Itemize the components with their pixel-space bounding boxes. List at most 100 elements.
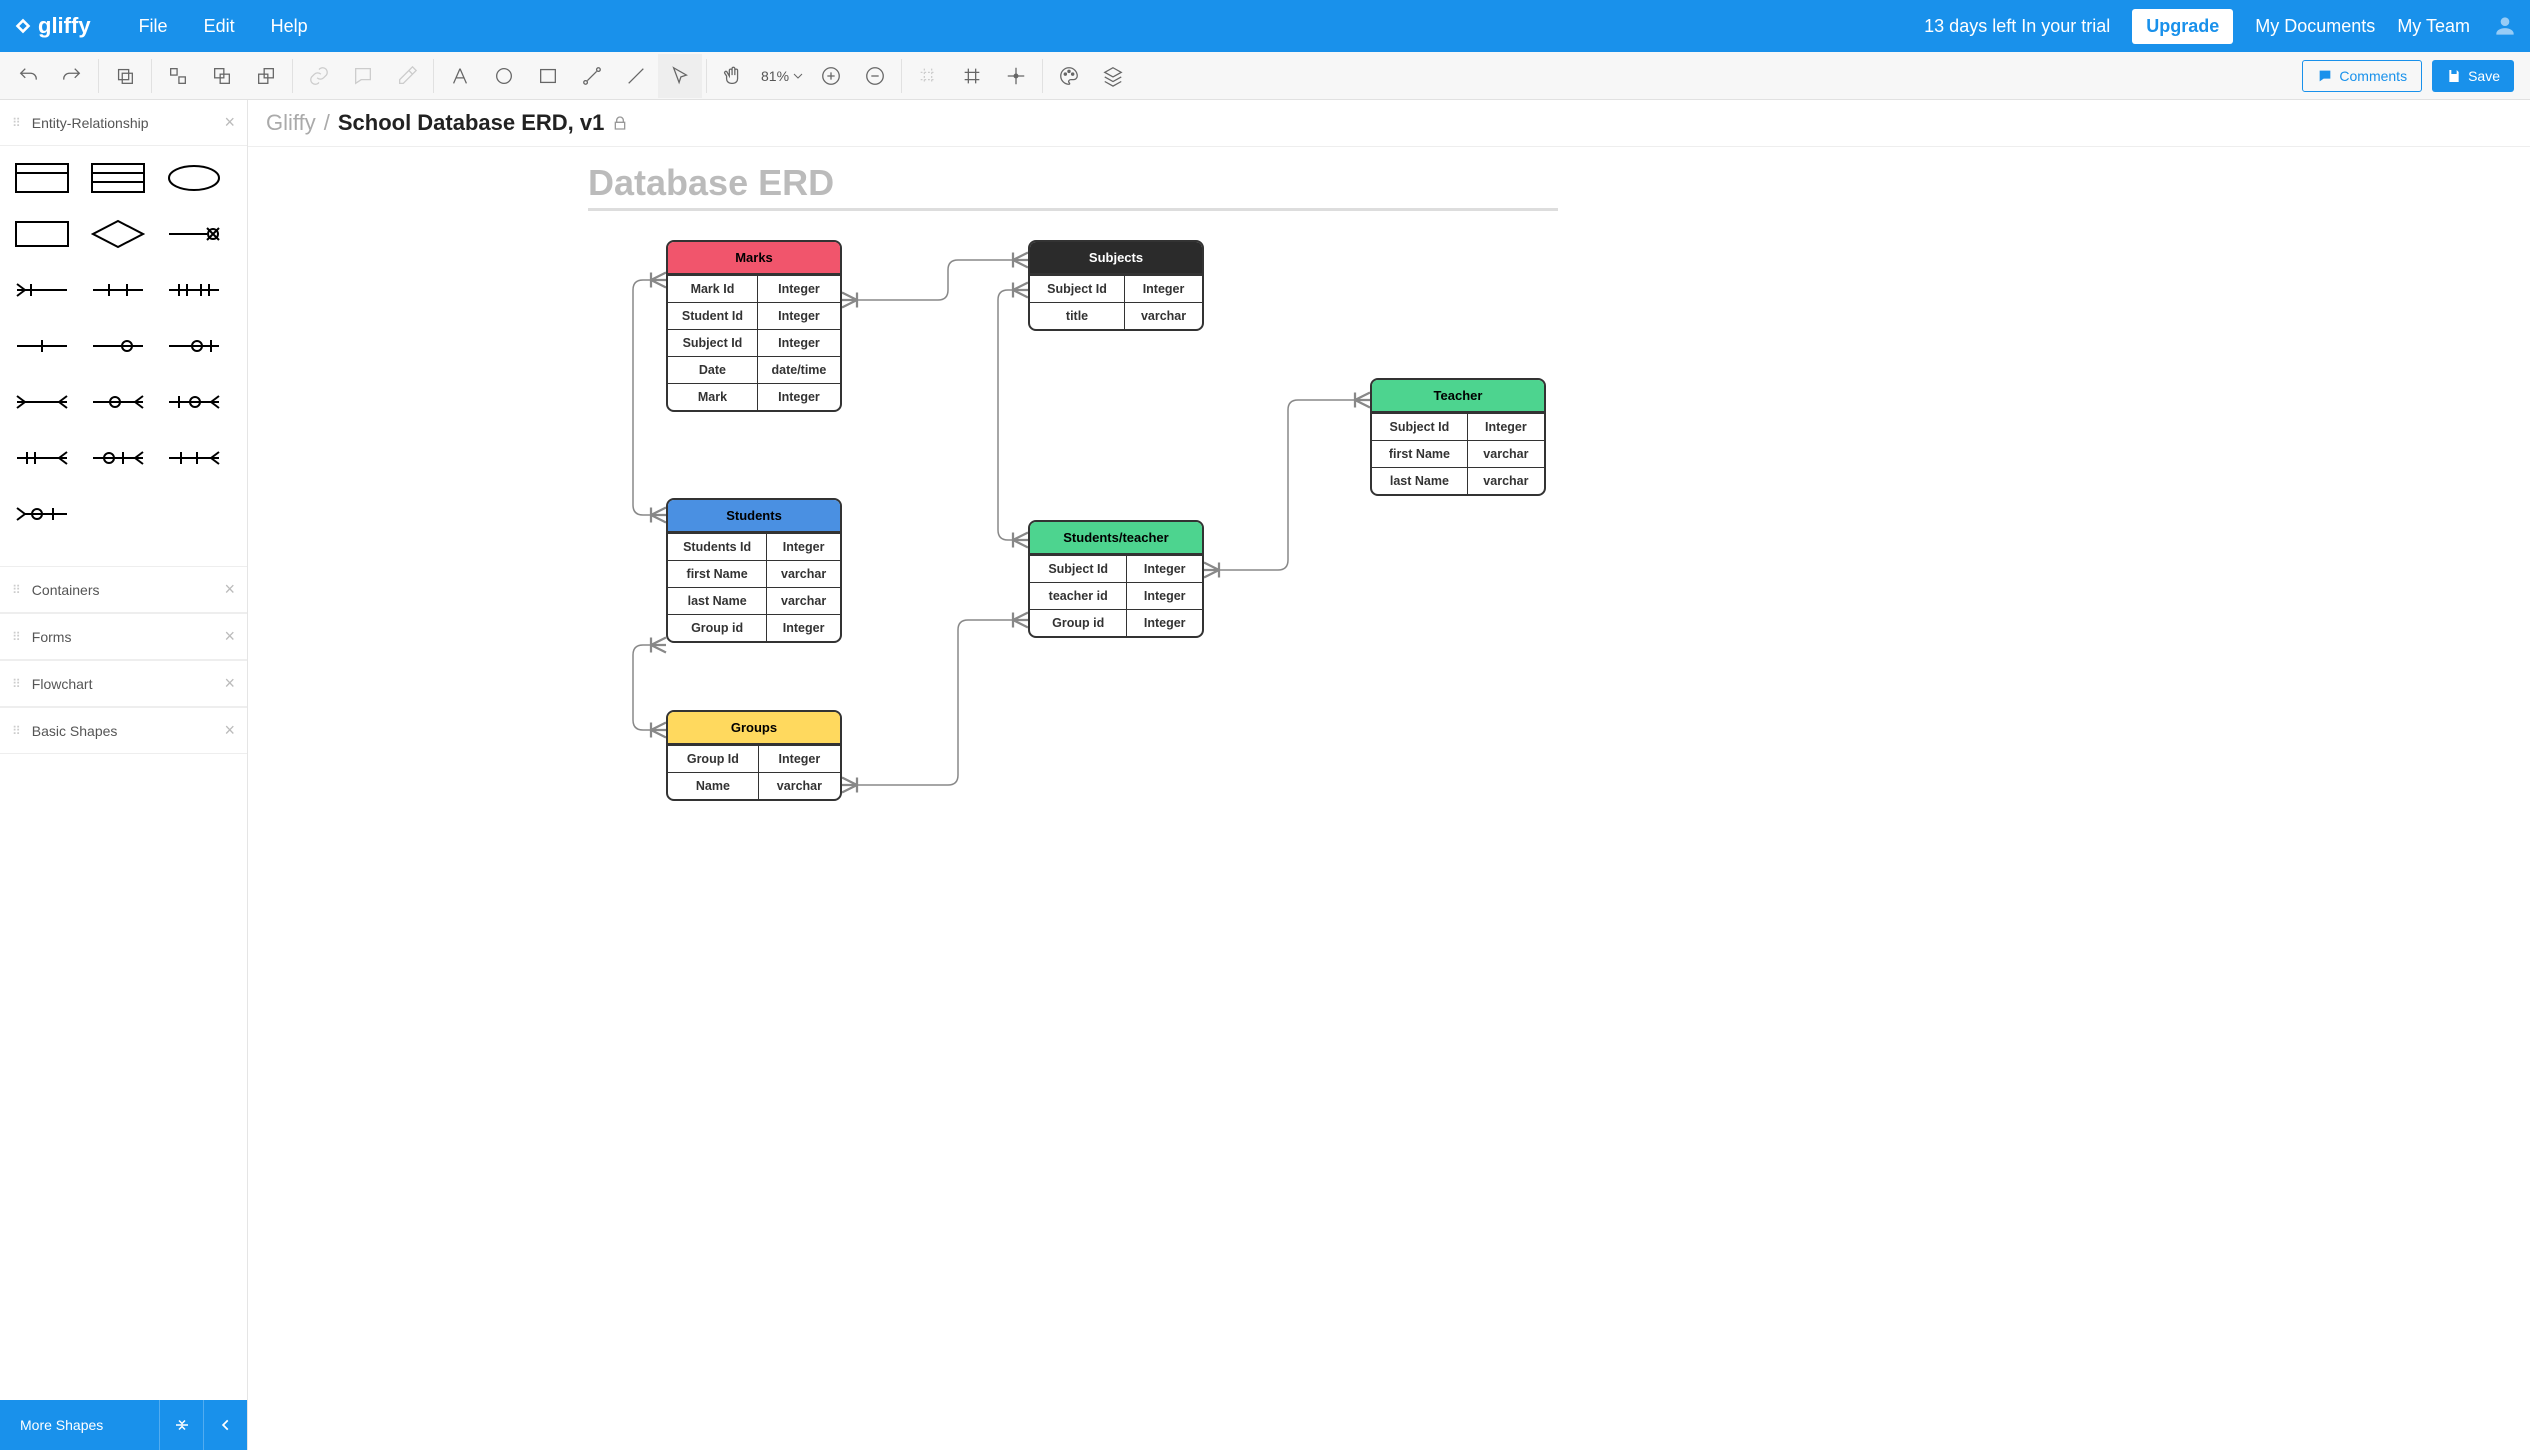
- close-icon[interactable]: ×: [224, 720, 235, 741]
- shape-conn-d1[interactable]: [12, 440, 72, 476]
- shape-entity-2col[interactable]: [88, 160, 148, 196]
- upgrade-button[interactable]: Upgrade: [2132, 9, 2233, 44]
- logo[interactable]: gliffy: [12, 13, 91, 39]
- close-icon[interactable]: ×: [224, 112, 235, 133]
- connector-tool-button[interactable]: [570, 54, 614, 98]
- entity-groups[interactable]: GroupsGroup IdIntegerNamevarchar: [666, 710, 842, 801]
- connector[interactable]: [842, 260, 1028, 300]
- close-icon[interactable]: ×: [224, 626, 235, 647]
- pointer-tool-button[interactable]: [658, 54, 702, 98]
- shape-diamond[interactable]: [88, 216, 148, 252]
- link-button[interactable]: [297, 54, 341, 98]
- theme-button[interactable]: [1047, 54, 1091, 98]
- my-documents-link[interactable]: My Documents: [2255, 16, 2375, 37]
- more-shapes-button[interactable]: More Shapes: [0, 1417, 159, 1433]
- close-icon[interactable]: ×: [224, 579, 235, 600]
- eyedropper-button[interactable]: [385, 54, 429, 98]
- zoom-in-button[interactable]: [809, 54, 853, 98]
- circle-tool-button[interactable]: [482, 54, 526, 98]
- shape-conn-many-left[interactable]: [12, 272, 72, 308]
- shape-conn-bar-circ-crow[interactable]: [164, 384, 224, 420]
- field-type: Integer: [1127, 610, 1202, 637]
- rect-tool-button[interactable]: [526, 54, 570, 98]
- entity-header: Students: [668, 500, 840, 533]
- shape-entity-1col[interactable]: [12, 160, 72, 196]
- shape-conn-one[interactable]: [164, 216, 224, 252]
- save-button[interactable]: Save: [2432, 60, 2514, 92]
- redo-button[interactable]: [50, 54, 94, 98]
- menu-file[interactable]: File: [139, 16, 168, 37]
- grid1-button[interactable]: [906, 54, 950, 98]
- entity-stuteach[interactable]: Students/teacherSubject IdIntegerteacher…: [1028, 520, 1204, 638]
- layers-button[interactable]: [1091, 54, 1135, 98]
- send-back-button[interactable]: [244, 54, 288, 98]
- more-shapes-bar: More Shapes: [0, 1400, 247, 1450]
- line-tool-button[interactable]: [614, 54, 658, 98]
- bring-front-button[interactable]: [200, 54, 244, 98]
- text-tool-button[interactable]: [438, 54, 482, 98]
- field-name: Subject Id: [1030, 276, 1125, 303]
- field-name: Student Id: [668, 303, 757, 330]
- shape-conn-crow-left[interactable]: [12, 384, 72, 420]
- shape-conn-d2[interactable]: [88, 440, 148, 476]
- grid2-button[interactable]: [950, 54, 994, 98]
- connector[interactable]: [842, 620, 1028, 785]
- shape-conn-circbar[interactable]: [164, 328, 224, 364]
- undo-button[interactable]: [6, 54, 50, 98]
- trial-text: 13 days left In your trial: [1924, 16, 2110, 37]
- copy-button[interactable]: [103, 54, 147, 98]
- collapse-sidebar-icon[interactable]: [203, 1400, 247, 1450]
- panel-forms[interactable]: ⠿Forms×: [0, 613, 247, 660]
- panel-basic-shapes[interactable]: ⠿Basic Shapes×: [0, 707, 247, 754]
- sidebar: ⠿ Entity-Relationship ×: [0, 100, 248, 1450]
- panel-entity-relationship[interactable]: ⠿ Entity-Relationship ×: [0, 100, 247, 146]
- connector[interactable]: [1204, 400, 1370, 570]
- group-button[interactable]: [156, 54, 200, 98]
- shape-rect[interactable]: [12, 216, 72, 252]
- shape-ellipse[interactable]: [164, 160, 224, 196]
- breadcrumb-root[interactable]: Gliffy: [266, 110, 316, 136]
- comments-button[interactable]: Comments: [2302, 60, 2422, 92]
- pan-tool-button[interactable]: [711, 54, 755, 98]
- shape-conn-circ[interactable]: [88, 328, 148, 364]
- zoom-level[interactable]: 81%: [755, 68, 809, 84]
- shape-conn-d3[interactable]: [164, 440, 224, 476]
- my-team-link[interactable]: My Team: [2397, 16, 2470, 37]
- entity-subjects[interactable]: SubjectsSubject IdIntegertitlevarchar: [1028, 240, 1204, 331]
- connector[interactable]: [998, 290, 1028, 540]
- zoom-out-button[interactable]: [853, 54, 897, 98]
- collapse-vertical-icon[interactable]: [159, 1400, 203, 1450]
- canvas-area: Gliffy / School Database ERD, v1 Databas…: [248, 100, 2530, 1450]
- shape-conn-circ-crow[interactable]: [88, 384, 148, 420]
- connector[interactable]: [633, 645, 666, 730]
- panel-flowchart[interactable]: ⠿Flowchart×: [0, 660, 247, 707]
- zoom-value: 81%: [761, 68, 789, 84]
- connector[interactable]: [633, 280, 666, 515]
- canvas[interactable]: Database ERD MarksMark IdIntegerStudent …: [248, 150, 2530, 1450]
- shape-conn-barbar[interactable]: [88, 272, 148, 308]
- document-title[interactable]: School Database ERD, v1: [338, 110, 605, 136]
- entity-header: Teacher: [1372, 380, 1544, 413]
- field-name: first Name: [1372, 441, 1467, 468]
- entity-students[interactable]: StudentsStudents IdIntegerfirst Namevarc…: [666, 498, 842, 643]
- comment-tool-button[interactable]: [341, 54, 385, 98]
- field-name: Subject Id: [1372, 414, 1467, 441]
- menu-help[interactable]: Help: [271, 16, 308, 37]
- field-name: Date: [668, 357, 757, 384]
- shape-conn-barbar2[interactable]: [164, 272, 224, 308]
- menu-edit[interactable]: Edit: [204, 16, 235, 37]
- snap-button[interactable]: [994, 54, 1038, 98]
- field-type: varchar: [758, 773, 840, 800]
- breadcrumb-sep: /: [324, 110, 330, 136]
- grip-icon: ⠿: [12, 116, 22, 130]
- entity-teacher[interactable]: TeacherSubject IdIntegerfirst Namevarcha…: [1370, 378, 1546, 496]
- shape-conn-e1[interactable]: [12, 496, 72, 532]
- user-avatar-icon[interactable]: [2492, 13, 2518, 39]
- diagram-title[interactable]: Database ERD: [588, 162, 1558, 211]
- entity-marks[interactable]: MarksMark IdIntegerStudent IdIntegerSubj…: [666, 240, 842, 412]
- panel-title: Flowchart: [32, 676, 93, 692]
- field-name: title: [1030, 303, 1125, 330]
- panel-containers[interactable]: ⠿Containers×: [0, 566, 247, 613]
- shape-conn-bar[interactable]: [12, 328, 72, 364]
- close-icon[interactable]: ×: [224, 673, 235, 694]
